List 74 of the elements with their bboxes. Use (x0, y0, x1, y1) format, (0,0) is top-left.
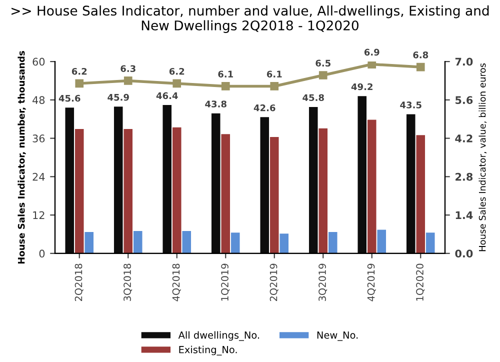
bar (416, 135, 426, 254)
point (124, 76, 132, 85)
bar (426, 232, 435, 254)
point (221, 82, 230, 90)
bar (308, 106, 318, 254)
y-tick-label: 12 (33, 211, 44, 219)
y-tick-label: 0 (39, 250, 45, 258)
y-axis-title: House Sales Indicator, number, thousands (18, 51, 26, 264)
bar (114, 106, 123, 254)
data-label: 46.4 (156, 92, 178, 100)
data-label: 6.5 (316, 60, 330, 67)
bar (182, 231, 192, 254)
bar (84, 232, 94, 254)
bar (211, 113, 220, 254)
bar (367, 120, 376, 254)
bar (377, 230, 386, 254)
y-tick-label: 60 (32, 58, 45, 66)
bar (260, 117, 270, 254)
data-label: 45.8 (302, 94, 324, 102)
bar (162, 105, 172, 254)
bar (74, 129, 84, 254)
legend-label: All dwellings_No. (178, 331, 259, 341)
bar (124, 129, 133, 254)
x-tick-label: 2Q2019 (270, 264, 278, 301)
data-label: 6.2 (72, 68, 87, 75)
x-tick-label: 1Q2019 (221, 264, 230, 301)
data-label: 6.9 (364, 48, 380, 56)
bar (65, 108, 74, 254)
data-label: 6.8 (413, 52, 428, 58)
x-tick-label: 3Q2018 (124, 264, 132, 301)
data-label: 49.2 (351, 83, 372, 90)
data-label: 6.1 (218, 70, 233, 78)
point (75, 79, 84, 88)
data-label: 45.6 (58, 94, 80, 102)
data-label: 6.1 (266, 70, 282, 78)
y2-tick-label: 0.0 (455, 250, 473, 258)
point (416, 62, 425, 72)
y-tick-label: 24 (32, 172, 45, 181)
legend-label: Existing_No. (179, 346, 237, 356)
y2-tick-label: 4.2 (455, 134, 472, 142)
data-label: 43.8 (205, 100, 226, 108)
bar (230, 232, 240, 254)
data-label: 43.5 (400, 102, 422, 108)
data-label: 45.9 (108, 94, 129, 101)
x-tick-label: 4Q2019 (367, 264, 376, 302)
bar (133, 231, 142, 254)
y2-tick-label: 5.6 (456, 96, 473, 104)
point (368, 62, 376, 68)
y-tick-label: 48 (32, 96, 45, 104)
y2-tick-label: 7.0 (455, 58, 473, 66)
bar (280, 234, 289, 254)
data-label: 42.6 (254, 104, 276, 112)
data-label: 6.2 (169, 68, 184, 75)
bar (221, 134, 230, 254)
bar (270, 137, 279, 254)
y2-tick-label: 1.4 (456, 211, 473, 219)
bar (358, 96, 367, 254)
bar (318, 128, 328, 254)
bar (172, 127, 182, 254)
chart-title: >> House Sales Indicator, number and value, All-dwellings, Existing and New Dwellings 2Q2018 - 1Q2020 (12, 5, 489, 33)
y2-axis-title: House Sales Indicator, value, billion euros (478, 63, 487, 252)
point (172, 79, 182, 88)
x-tick-label: 1Q2020 (416, 264, 425, 301)
point (270, 82, 279, 90)
bar (406, 114, 416, 254)
x-tick-label: 3Q2019 (318, 264, 328, 301)
bar (328, 232, 338, 254)
legend-label: New_No. (317, 332, 358, 341)
x-tick-label: 2Q2018 (74, 264, 84, 301)
point (318, 71, 328, 80)
y-tick-label: 36 (32, 134, 45, 142)
y2-tick-label: 2.8 (456, 172, 473, 181)
data-label: 6.3 (120, 65, 136, 72)
x-tick-label: 4Q2018 (172, 264, 181, 302)
